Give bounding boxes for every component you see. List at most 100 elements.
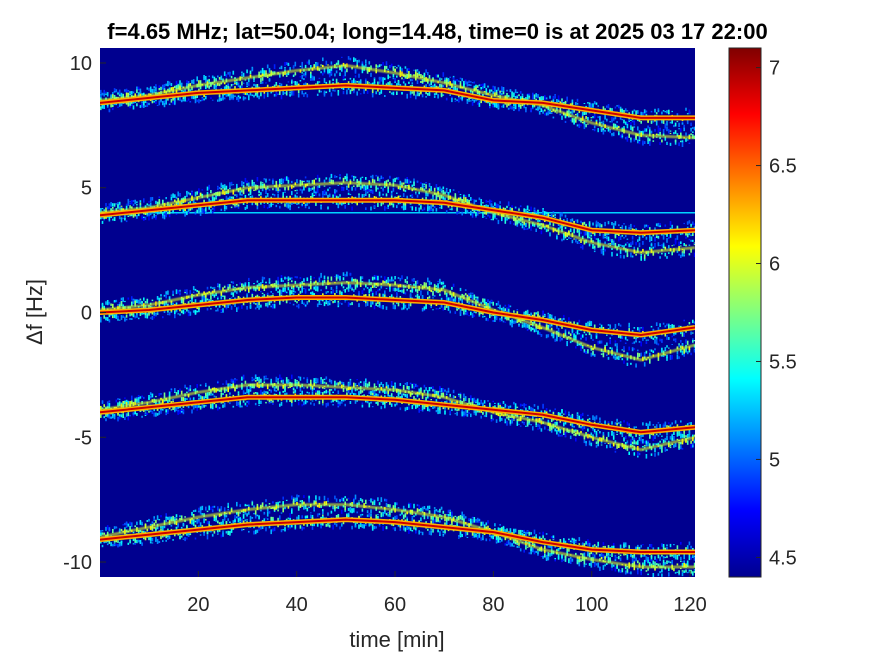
speckle: [485, 317, 488, 321]
speckle: [330, 92, 333, 97]
speckle: [673, 132, 675, 135]
speckle: [556, 112, 558, 114]
speckle: [129, 205, 131, 209]
speckle: [268, 78, 271, 81]
speckle: [375, 174, 377, 177]
speckle: [444, 197, 446, 201]
speckle: [575, 337, 577, 341]
speckle: [220, 198, 223, 201]
speckle: [292, 303, 295, 306]
speckle: [619, 227, 622, 229]
speckle: [662, 133, 665, 136]
speckle: [277, 187, 279, 191]
speckle: [526, 95, 529, 100]
speckle: [108, 400, 111, 403]
speckle: [251, 182, 254, 187]
speckle: [151, 316, 154, 320]
speckle: [640, 352, 642, 357]
speckle: [217, 187, 219, 189]
speckle: [518, 324, 520, 326]
speckle: [296, 305, 298, 308]
speckle: [192, 79, 195, 84]
speckle: [227, 85, 229, 90]
speckle: [392, 73, 395, 78]
speckle: [454, 295, 457, 301]
speckle: [499, 90, 501, 94]
speckle: [144, 212, 147, 215]
speckle: [254, 203, 257, 205]
speckle: [597, 340, 599, 344]
speckle: [344, 69, 346, 73]
speckle: [470, 84, 472, 86]
speckle: [459, 287, 462, 292]
speckle: [585, 322, 587, 328]
speckle: [280, 94, 283, 100]
speckle: [544, 211, 546, 216]
speckle: [325, 91, 328, 94]
speckle: [449, 297, 451, 302]
speckle: [576, 102, 579, 105]
speckle: [647, 141, 649, 144]
speckle: [581, 121, 584, 124]
speckle: [674, 331, 677, 335]
speckle: [206, 186, 209, 191]
speckle: [563, 314, 565, 320]
speckle: [521, 322, 524, 324]
speckle: [664, 111, 667, 113]
speckle: [187, 98, 190, 101]
speckle: [561, 238, 563, 242]
speckle: [483, 216, 486, 218]
speckle: [559, 113, 562, 116]
speckle: [186, 211, 188, 216]
speckle: [168, 87, 171, 90]
speckle: [624, 121, 627, 125]
speckle: [540, 96, 543, 100]
speckle: [361, 281, 364, 283]
speckle: [659, 256, 661, 259]
speckle: [325, 302, 328, 305]
speckle: [662, 119, 665, 124]
speckle: [563, 233, 565, 238]
speckle: [537, 94, 539, 97]
speckle: [191, 190, 193, 192]
speckle: [630, 119, 632, 121]
speckle: [482, 202, 484, 204]
speckle: [117, 92, 119, 95]
speckle: [366, 287, 369, 289]
speckle: [177, 313, 179, 315]
speckle: [284, 177, 286, 181]
speckle: [571, 329, 574, 332]
speckle: [351, 206, 353, 211]
speckle: [377, 275, 379, 281]
speckle: [609, 121, 611, 123]
speckle: [248, 287, 250, 293]
speckle: [624, 108, 627, 112]
speckle: [344, 274, 346, 277]
speckle: [549, 316, 551, 319]
speckle: [692, 231, 694, 235]
speckle: [234, 194, 236, 196]
speckle: [569, 119, 572, 122]
speckle: [671, 251, 673, 256]
speckle: [279, 189, 281, 192]
speckle: [635, 110, 637, 116]
speckle: [146, 298, 149, 304]
speckle: [485, 210, 488, 215]
speckle: [556, 235, 558, 240]
speckle: [382, 193, 384, 196]
speckle: [353, 88, 355, 93]
speckle: [359, 282, 362, 287]
speckle: [168, 312, 171, 316]
speckle: [571, 99, 574, 103]
speckle: [335, 78, 338, 84]
speckle: [535, 312, 537, 315]
speckle: [609, 324, 611, 329]
speckle: [497, 87, 500, 91]
speckle: [637, 239, 639, 243]
speckle: [174, 85, 176, 89]
speckle: [454, 85, 457, 91]
speckle: [437, 308, 439, 310]
speckle: [542, 310, 544, 316]
speckle: [471, 82, 474, 84]
speckle: [606, 128, 608, 129]
